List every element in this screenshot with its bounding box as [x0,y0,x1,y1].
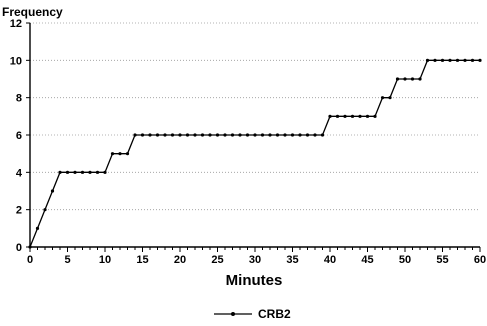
data-point [320,133,325,137]
legend-label: CRB2 [258,307,291,321]
y-tick-label: 6 [16,130,22,142]
data-point [140,133,145,137]
data-point [448,58,452,62]
data-point [305,133,310,137]
data-point [28,245,32,249]
x-tick-label: 55 [436,254,448,266]
data-point [410,77,415,81]
data-point [403,77,407,81]
x-ticks: 0 5 10 15 20 25 30 35 40 45 50 55 60 [27,247,486,266]
data-point [148,133,152,137]
data-point [223,133,227,137]
data-point [313,133,317,137]
x-tick-label: 60 [474,254,486,266]
data-point [245,133,250,137]
series-line [29,59,480,248]
data-point [103,170,107,174]
x-tick-label: 50 [399,254,411,266]
x-tick-label: 25 [211,254,223,266]
x-tick-label: 20 [174,254,186,266]
data-point [335,114,340,118]
data-point [358,114,362,118]
y-ticks: 0 2 4 6 8 10 12 [10,18,30,254]
data-point [200,133,205,137]
data-point [88,170,92,174]
data-point [350,114,355,118]
data-point [283,133,287,137]
x-tick-label: 30 [249,254,261,266]
data-point [298,133,302,137]
x-tick-label: 15 [136,254,148,266]
data-point [365,114,370,118]
data-point [395,77,400,81]
y-tick-label: 10 [10,55,22,67]
data-point [155,133,160,137]
data-point [193,133,197,137]
x-tick-label: 45 [361,254,373,266]
data-point [418,77,422,81]
x-tick-label: 0 [27,254,33,266]
data-point [95,170,100,174]
x-tick-label: 35 [286,254,298,266]
data-point [208,133,212,137]
x-axis-label: Minutes [226,272,283,289]
data-point [440,58,445,62]
data-point [178,133,182,137]
x-tick-label: 40 [324,254,336,266]
data-point [388,96,392,100]
data-point [73,170,77,174]
data-point [35,226,40,230]
data-point [238,133,242,137]
series-group [28,58,482,249]
y-axis-label: Frequency [2,5,63,19]
data-point [275,133,280,137]
data-point [170,133,175,137]
data-point [125,152,130,156]
data-point [133,133,137,137]
data-point [290,133,295,137]
data-point [230,133,235,137]
data-point [110,152,115,156]
data-point [268,133,272,137]
data-point [80,170,85,174]
data-point [260,133,265,137]
y-tick-label: 12 [10,18,22,30]
x-tick-label: 10 [99,254,111,266]
data-point [215,133,220,137]
data-point [380,96,385,100]
y-tick-label: 0 [16,242,22,254]
y-tick-label: 4 [16,167,23,179]
data-point [118,152,122,156]
data-point [328,114,332,118]
y-tick-label: 8 [16,93,22,105]
data-point [185,133,190,137]
data-point [373,114,377,118]
data-point [43,208,47,212]
x-tick-label: 5 [64,254,70,266]
legend-swatch-marker [231,312,235,316]
data-point [433,58,437,62]
data-point [343,114,347,118]
data-point [163,133,167,137]
data-point [463,58,467,62]
gridlines [30,22,480,211]
y-tick-label: 2 [16,205,22,217]
legend: CRB2 [214,307,291,321]
data-point [478,58,482,62]
data-point [253,133,257,137]
data-point [455,58,460,62]
data-point [425,58,430,62]
data-point [65,170,70,174]
data-point [50,189,55,193]
data-point [58,170,62,174]
data-point [470,58,475,62]
